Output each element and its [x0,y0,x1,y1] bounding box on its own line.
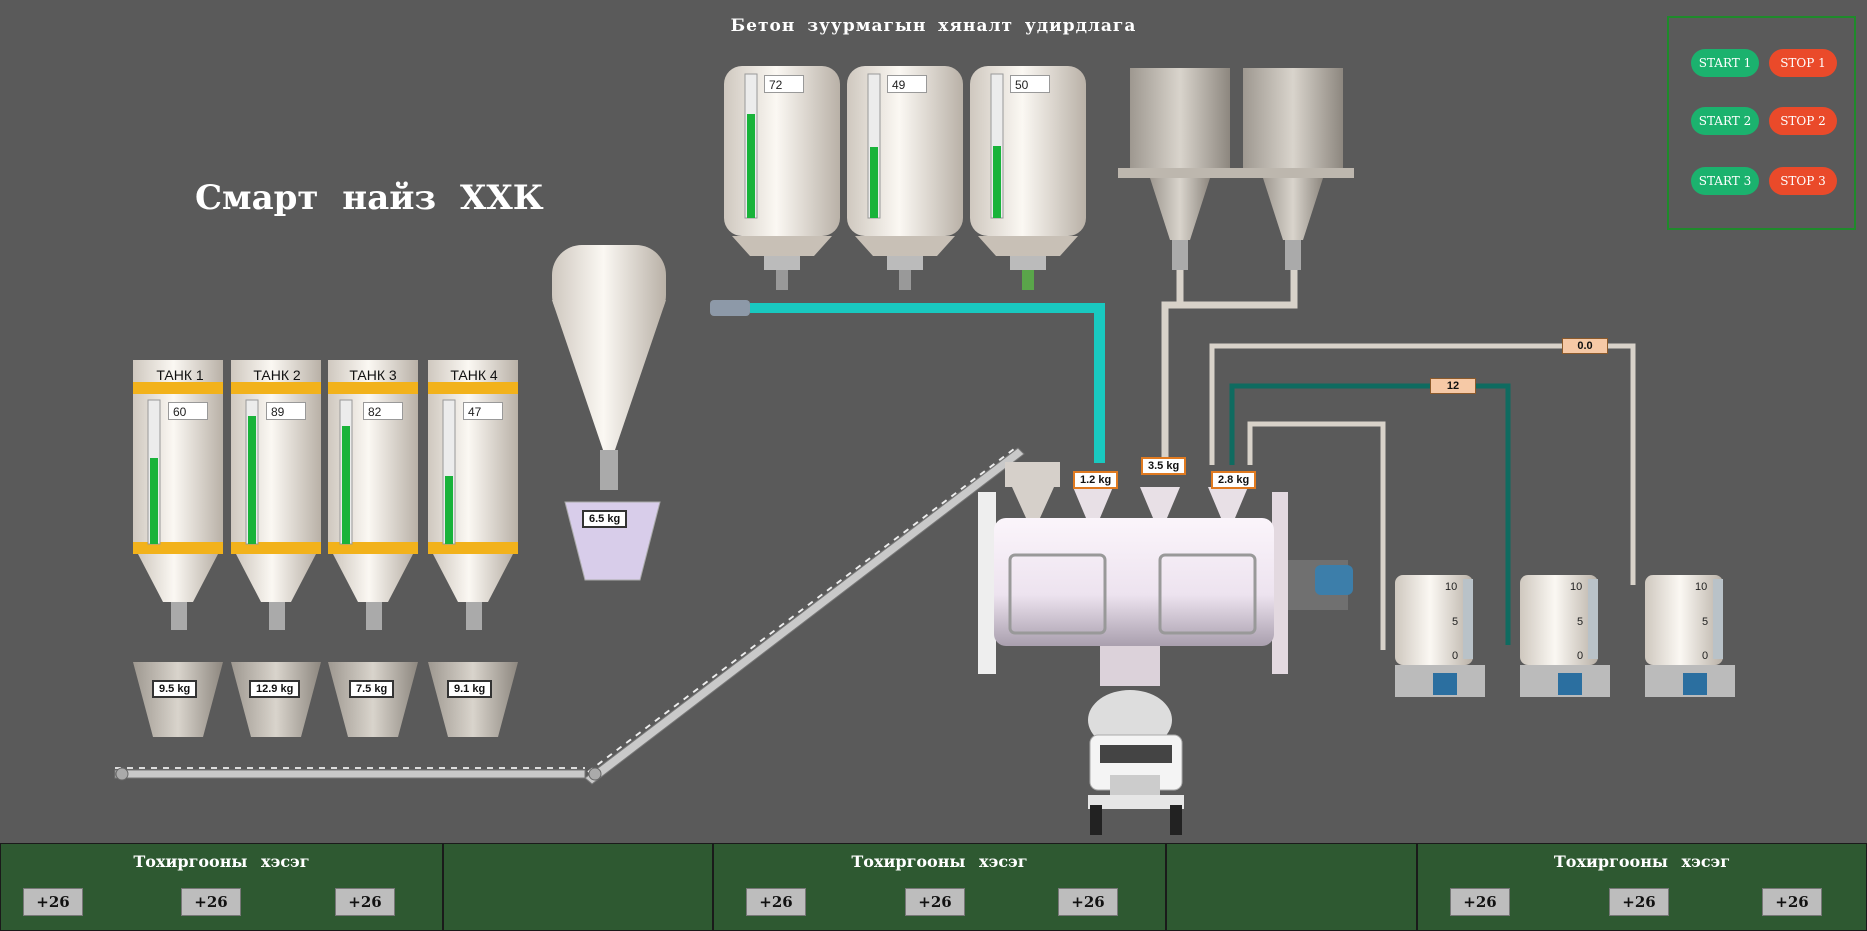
start-2-button[interactable]: START 2 [1691,107,1759,135]
tank-4-label: ТАНК 4 [450,367,498,383]
stop-3-button[interactable]: STOP 3 [1769,167,1837,195]
tank-2-label: ТАНК 2 [253,367,301,383]
cement-weight: 1.2 kg [1073,471,1119,489]
tank-2-weight: 12.9 kg [249,680,301,698]
cement-silo-2-gauge-fill [870,147,878,218]
tank-1-weight: 9.5 kg [152,680,198,698]
svg-text:10: 10 [1445,581,1457,593]
tank-2-level: 89 [266,402,306,420]
tank-4-gauge-fill [445,476,453,544]
add-26-button-3c[interactable]: +26 [1762,888,1822,916]
mixer-truck [1088,690,1184,835]
svg-text:0: 0 [1577,650,1583,662]
cement-silo-2-level: 49 [887,75,927,93]
svg-text:5: 5 [1577,616,1583,628]
svg-text:5: 5 [1702,616,1708,628]
water-scale-1: 10 5 0 [1445,581,1458,662]
start-1-button[interactable]: START 1 [1691,49,1759,77]
add-26-button-3a[interactable]: +26 [1450,888,1510,916]
tank-1-level: 60 [168,402,208,420]
svg-text:10: 10 [1570,581,1582,593]
delivery-spacer-2 [1166,843,1417,931]
svg-text:10: 10 [1695,581,1707,593]
cement-pipe [710,300,1105,463]
svg-text:5: 5 [1452,616,1458,628]
tank-3-gauge-fill [342,426,350,544]
tank-3-weight: 7.5 kg [349,680,395,698]
delivery-panel-1-title: Тохиргооны хэсэг [133,852,310,871]
delivery-panel-1: Тохиргооны хэсэг +26 +26 +26 [0,843,443,931]
pipe-value-2: 12 [1430,378,1476,394]
water-scale-2: 10 5 0 [1570,581,1583,662]
tank-1-gauge-fill [150,458,158,544]
water-scale-3: 10 5 0 [1695,581,1708,662]
control-panel: START 1 STOP 1 START 2 STOP 2 START 3 ST… [1667,16,1856,230]
aggregate-bins [1118,68,1354,270]
aggregate-weight: 3.5 kg [1141,457,1187,475]
water-pipes [1209,343,1636,650]
water-weight: 2.8 kg [1211,471,1257,489]
stop-1-button[interactable]: STOP 1 [1769,49,1837,77]
start-3-button[interactable]: START 3 [1691,167,1759,195]
add-26-button-2b[interactable]: +26 [905,888,965,916]
conveyor-belt [114,445,1025,785]
tank-2-gauge-fill [248,416,256,544]
tank-3-level: 82 [363,402,403,420]
add-26-button-3b[interactable]: +26 [1609,888,1669,916]
delivery-panel-3: Тохиргооны хэсэг +26 +26 +26 [1417,843,1867,931]
add-26-button-2a[interactable]: +26 [746,888,806,916]
cement-silos [724,66,1086,290]
add-26-button-2c[interactable]: +26 [1058,888,1118,916]
delivery-panel-3-title: Тохиргооны хэсэг [1553,852,1731,871]
tank-4-weight: 9.1 kg [447,680,493,698]
svg-text:0: 0 [1452,650,1458,662]
aggregate-pipes [1161,270,1298,465]
tank-3-label: ТАНК 3 [349,367,397,383]
tank-4-level: 47 [463,402,503,420]
company-name: Смарт найз ХХК [195,178,544,218]
cement-silo-1-level: 72 [764,75,804,93]
add-26-button-1b[interactable]: +26 [181,888,241,916]
cement-silo-3-gauge-fill [993,146,1001,218]
stop-2-button[interactable]: STOP 2 [1769,107,1837,135]
water-tanks [1395,575,1735,697]
level-gauges [147,73,1004,545]
delivery-panel-2: Тохиргооны хэсэг +26 +26 +26 [713,843,1166,931]
cement-silo-3-level: 50 [1010,75,1050,93]
mixer [978,462,1353,686]
page-title: Бетон зуурмагын хяналт удирдлага [730,16,1137,36]
add-26-button-1c[interactable]: +26 [335,888,395,916]
additive-hopper [552,245,666,581]
pipe-value-1: 0.0 [1562,338,1608,354]
add-26-button-1a[interactable]: +26 [23,888,83,916]
hopper-weight: 6.5 kg [582,510,628,528]
delivery-panel-2-title: Тохиргооны хэсэг [851,852,1028,871]
cement-silo-1-gauge-fill [747,114,755,218]
delivery-spacer-1 [443,843,713,931]
svg-text:0: 0 [1702,650,1708,662]
tank-1-label: ТАНК 1 [156,367,204,383]
